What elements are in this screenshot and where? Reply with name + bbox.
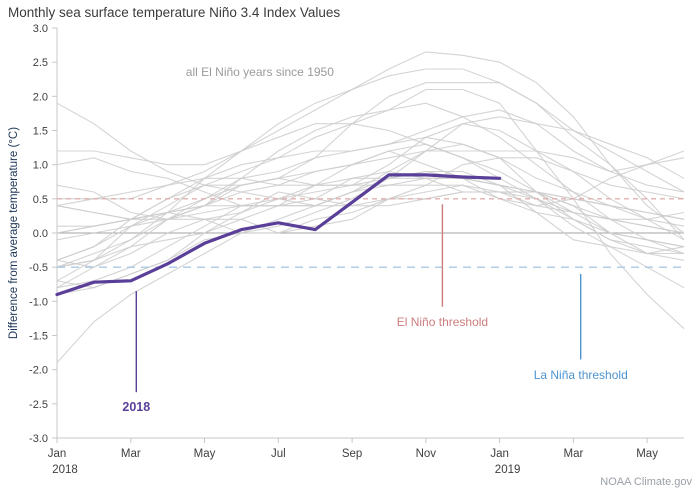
y-tick-label: 1.5: [33, 126, 48, 138]
highlight-year-label: 2018: [122, 400, 151, 415]
y-tick-label: 3.0: [33, 23, 48, 35]
x-tick-label: Jan: [490, 448, 509, 460]
el-nino-year-line: [56, 123, 685, 289]
el-nino-year-line: [56, 184, 685, 220]
y-tick-label: 2.5: [33, 57, 48, 69]
year-label: 2019: [495, 464, 521, 476]
el-nino-year-line: [56, 82, 685, 234]
y-tick-label: 0.5: [33, 194, 48, 206]
year-label: 2018: [52, 464, 78, 476]
chart-title: Monthly sea surface temperature Niño 3.4…: [8, 5, 341, 20]
x-tick-label: Mar: [563, 448, 583, 460]
x-tick-label: Mar: [121, 448, 141, 460]
la-nina-threshold-label: La Niña threshold: [533, 368, 628, 383]
y-axis-label: Difference from average temperature (°C): [8, 126, 20, 340]
x-tick-label: Jul: [271, 448, 286, 460]
y-tick-label: 2.0: [33, 91, 48, 103]
x-tick-label: Jan: [48, 448, 67, 460]
el-nino-threshold-label: El Niño threshold: [396, 314, 489, 329]
el-nino-year-line: [56, 150, 685, 268]
y-tick-label: -3.0: [29, 433, 48, 445]
el-nino-year-line: [56, 150, 685, 268]
el-nino-year-line: [57, 143, 685, 227]
y-tick-label: 1.0: [33, 160, 48, 172]
y-tick-label: 0.0: [33, 228, 48, 240]
y-tick-label: -0.5: [29, 262, 48, 274]
highlight-2018-line: [55, 173, 502, 297]
el-nino-year-line: [57, 51, 685, 234]
y-tick-label: -2.0: [29, 365, 48, 377]
el-nino-year-line: [56, 102, 685, 268]
x-tick-label: Sep: [342, 448, 362, 460]
y-tick-label: -2.5: [29, 399, 48, 411]
el-nino-year-line: [56, 68, 685, 268]
gray-series-caption: all El Niño years since 1950: [185, 65, 334, 80]
x-tick-label: Nov: [416, 448, 437, 460]
attribution-text: NOAA Climate.gov: [600, 476, 692, 488]
el-nino-year-line: [57, 123, 685, 289]
x-tick-label: May: [194, 448, 216, 460]
y-tick-label: -1.5: [29, 331, 48, 343]
y-tick-label: -1.0: [29, 296, 48, 308]
x-tick-label: May: [636, 448, 658, 460]
el-nino-year-line: [56, 143, 685, 255]
